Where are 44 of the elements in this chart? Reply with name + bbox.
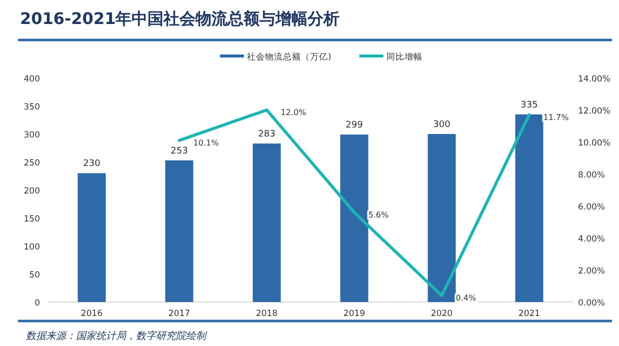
- data-label: 253: [170, 146, 188, 156]
- y-tick-label: 200: [24, 186, 40, 196]
- bar: [165, 160, 194, 302]
- y-tick-label: 0: [34, 298, 40, 308]
- y-tick-label: 50: [29, 270, 40, 280]
- bar: [78, 173, 106, 302]
- y-tick-label: 400: [24, 74, 40, 84]
- x-tick-label: 2021: [518, 309, 540, 319]
- y-tick-label: 100: [24, 242, 40, 252]
- data-label: 283: [258, 130, 276, 140]
- data-label: 230: [83, 159, 101, 170]
- y2-tick-label: 2.00%: [578, 266, 606, 276]
- data-label: 300: [433, 120, 451, 130]
- x-tick-label: 2016: [80, 309, 103, 319]
- y2-tick-label: 6.00%: [578, 202, 606, 212]
- x-tick-label: 2019: [343, 309, 366, 319]
- data-label: 5.6%: [368, 210, 389, 220]
- chart-title: 2016-2021年中国社会物流总额与增幅分析: [20, 9, 340, 28]
- y2-tick-label: 14.00%: [578, 74, 610, 84]
- x-tick-label: 2018: [256, 309, 278, 319]
- x-tick-label: 2017: [168, 309, 190, 319]
- x-tick-label: 2020: [430, 309, 453, 319]
- data-label: 11.7%: [543, 112, 570, 122]
- bar: [428, 134, 456, 302]
- y-tick-label: 150: [24, 214, 40, 224]
- y-tick-label: 250: [24, 158, 40, 168]
- data-label: 10.1%: [193, 138, 220, 148]
- data-label: 299: [346, 120, 364, 131]
- data-label: 0.4%: [456, 294, 476, 303]
- y2-tick-label: 12.00%: [578, 106, 610, 116]
- bar: [515, 114, 544, 302]
- y2-tick-label: 10.00%: [578, 138, 610, 148]
- y2-tick-label: 8.00%: [578, 170, 606, 180]
- bar: [252, 144, 281, 302]
- bar: [340, 134, 368, 302]
- y2-tick-label: 0.00%: [578, 298, 606, 308]
- y2-tick-label: 4.00%: [578, 234, 606, 244]
- legend-label: 社会物流总额（万亿): [247, 52, 332, 62]
- legend-label: 同比增幅: [386, 52, 422, 62]
- data-label: 335: [520, 100, 538, 110]
- source-note: 数据来源：国家统计局，数字研究院绘制: [26, 330, 208, 342]
- data-label: 12.0%: [280, 108, 307, 117]
- y-tick-label: 300: [24, 130, 40, 140]
- y-tick-label: 350: [24, 102, 40, 112]
